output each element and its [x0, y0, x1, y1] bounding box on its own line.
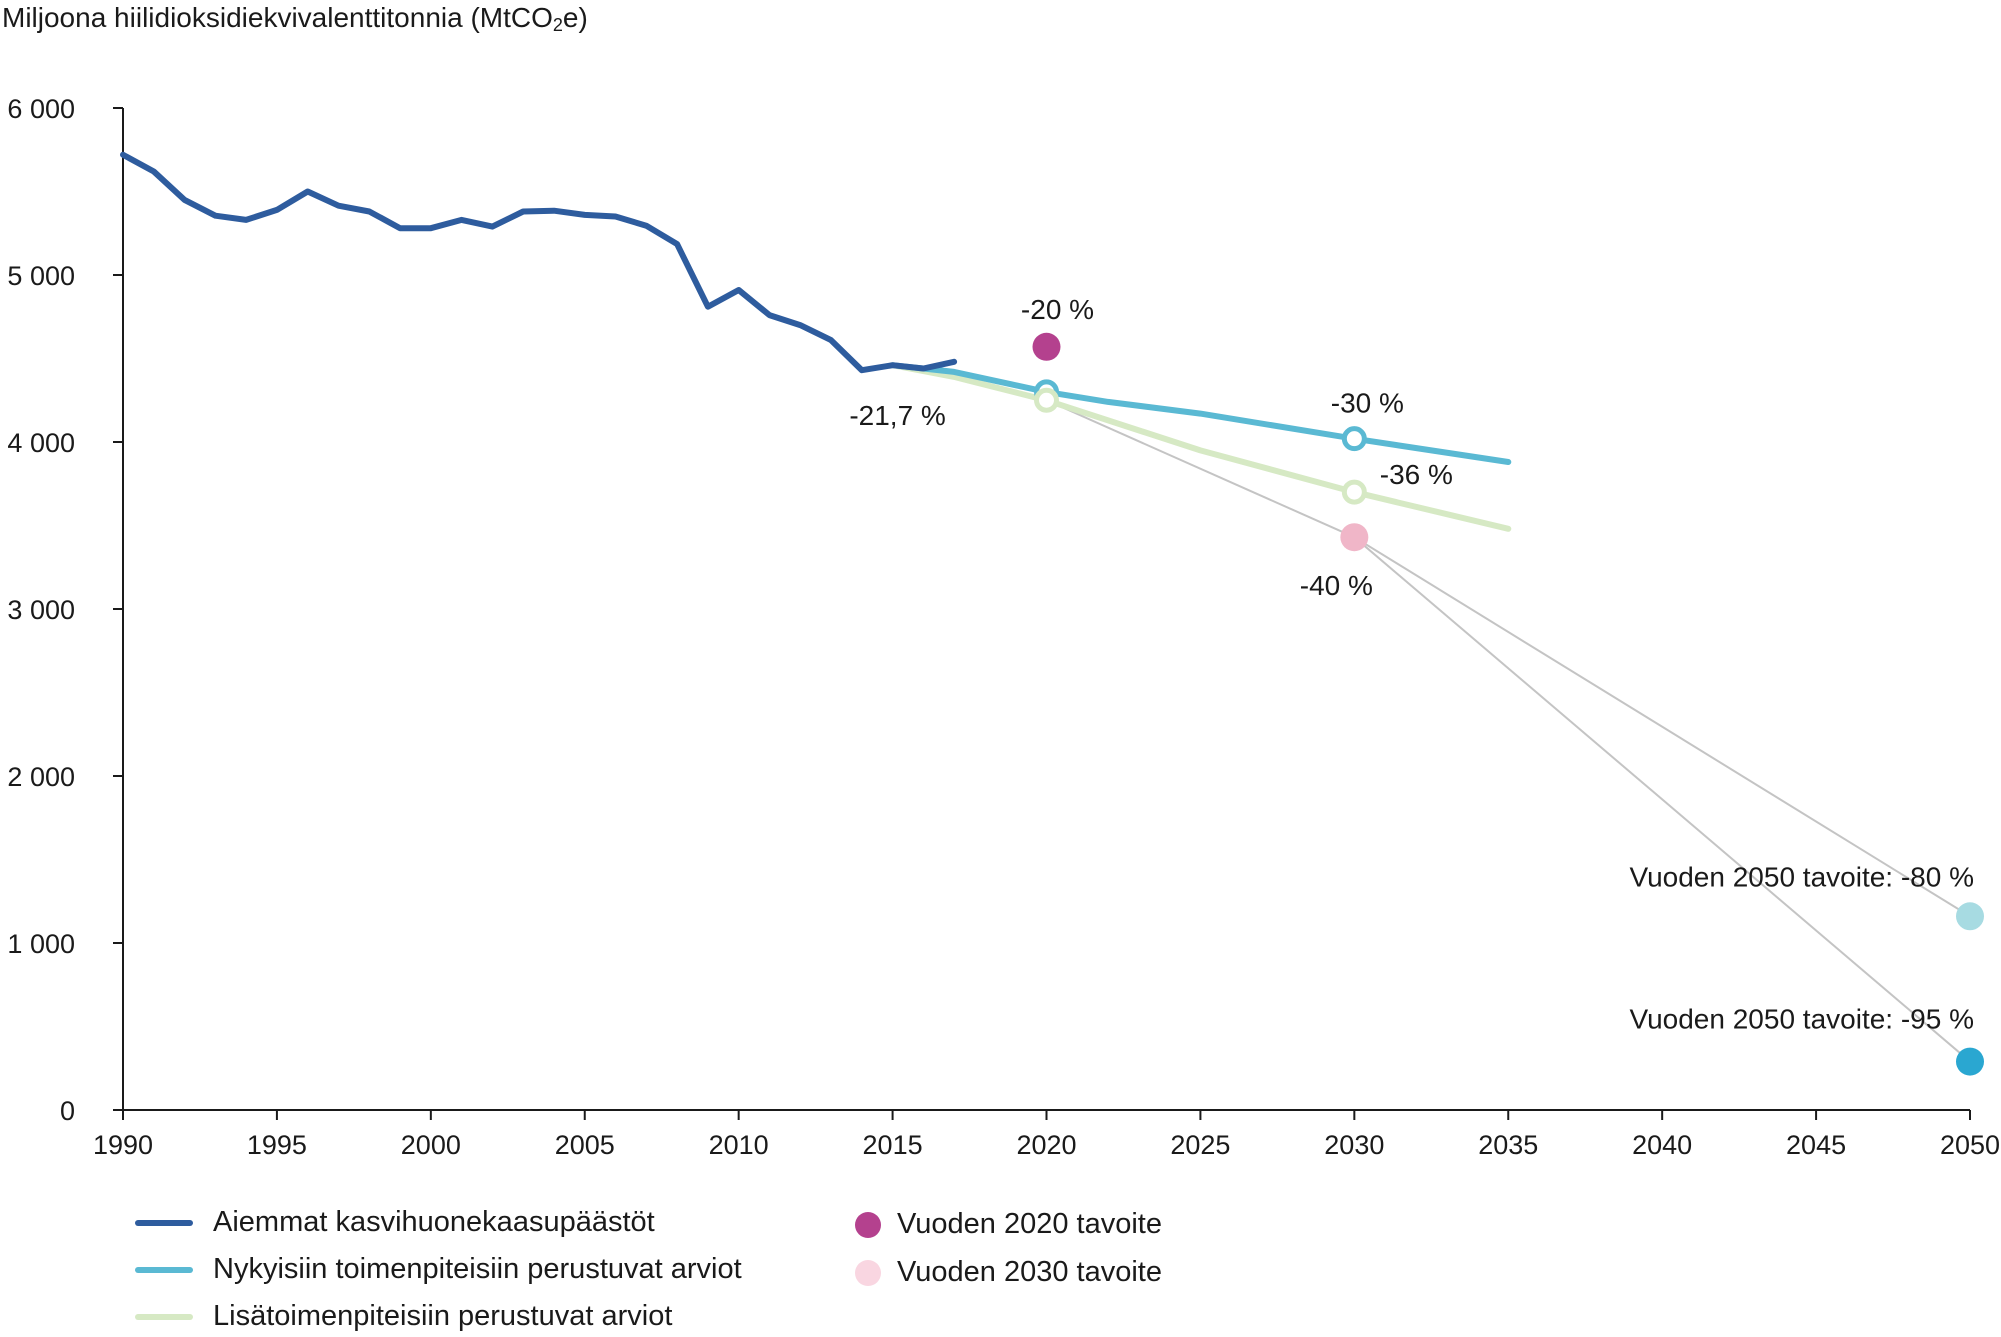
legend-item-target-2020: Vuoden 2020 tavoite: [855, 1208, 1162, 1241]
legend-label-current-measures: Nykyisiin toimenpiteisiin perustuvat arv…: [213, 1253, 742, 1285]
legend-item-target-2030: Vuoden 2030 tavoite: [855, 1256, 1162, 1289]
legend-swatch-target-2030: [855, 1259, 881, 1286]
projection-marker: [1341, 426, 1367, 452]
legend-swatch-current-measures: [135, 1266, 193, 1273]
x-tick-label: 2050: [1940, 1130, 2000, 1160]
legend-label-additional-measures: Lisätoimenpiteisiin perustuvat arviot: [213, 1300, 673, 1332]
legend-swatch-history: [135, 1219, 193, 1226]
projection-2030-additional-label: -36 %: [1380, 459, 1453, 490]
reduction-2015-annotation: -21,7 %: [849, 400, 946, 431]
y-tick-label: 2 000: [7, 762, 75, 792]
target-dot: [1956, 1047, 1984, 1076]
legend-item-history: Aiemmat kasvihuonekaasupäästöt: [135, 1206, 655, 1239]
x-tick-label: 2005: [555, 1130, 615, 1160]
y-axis-title-main: Miljoona hiilidioksidiekvivalenttitonnia…: [2, 2, 553, 33]
x-tick-label: 2015: [863, 1130, 923, 1160]
target-dot: [1956, 902, 1984, 931]
projection-marker: [1034, 387, 1059, 413]
target-2050-80-label: Vuoden 2050 tavoite: -80 %: [1629, 861, 1974, 892]
x-tick-label: 2045: [1786, 1130, 1846, 1160]
y-axis-title-subscript: 2: [552, 15, 563, 35]
x-tick-label: 2040: [1632, 1130, 1692, 1160]
projection-2030-current-label: -30 %: [1331, 388, 1404, 419]
additional-measures-series-line: [889, 362, 1512, 532]
legend-label-history: Aiemmat kasvihuonekaasupäästöt: [213, 1206, 655, 1238]
y-tick-label: 1 000: [7, 929, 75, 959]
legend-label-target-2030: Vuoden 2030 tavoite: [897, 1256, 1162, 1288]
y-tick-label: 0: [60, 1096, 75, 1126]
y-tick-label: 6 000: [7, 94, 75, 124]
y-axis-title-end: e): [562, 2, 588, 33]
x-tick-label: 1995: [247, 1130, 307, 1160]
x-tick-label: 2020: [1016, 1130, 1076, 1160]
target-dot: [1340, 523, 1369, 552]
target-trajectory-line: [1353, 536, 1971, 918]
y-axis-title: Miljoona hiilidioksidiekvivalenttitonnia…: [2, 2, 588, 36]
y-tick-label: 4 000: [7, 428, 75, 458]
y-tick-label: 3 000: [7, 595, 75, 625]
x-tick-label: 2000: [401, 1130, 461, 1160]
y-tick-label: 5 000: [7, 261, 75, 291]
history-series-line: [120, 151, 958, 374]
target-dot: [1032, 332, 1061, 361]
legend-item-current-measures: Nykyisiin toimenpiteisiin perustuvat arv…: [135, 1253, 742, 1286]
target-2050-95-label: Vuoden 2050 tavoite: -95 %: [1629, 1004, 1974, 1035]
target-2030-label: -40 %: [1300, 570, 1373, 601]
projection-marker: [1341, 479, 1367, 505]
target-trajectory-line: [1046, 399, 1355, 539]
legend-swatch-additional-measures: [135, 1313, 193, 1320]
x-tick-label: 2010: [709, 1130, 769, 1160]
x-tick-label: 1990: [93, 1130, 153, 1160]
target-trajectory-line: [1353, 536, 1971, 1063]
x-tick-label: 2030: [1324, 1130, 1384, 1160]
x-tick-label: 2035: [1478, 1130, 1538, 1160]
legend-label-target-2020: Vuoden 2020 tavoite: [897, 1208, 1162, 1240]
target-2020-label: -20 %: [1021, 294, 1094, 325]
legend-item-additional-measures: Lisätoimenpiteisiin perustuvat arviot: [135, 1300, 672, 1333]
legend-swatch-target-2020: [855, 1211, 881, 1238]
x-tick-label: 2025: [1170, 1130, 1230, 1160]
